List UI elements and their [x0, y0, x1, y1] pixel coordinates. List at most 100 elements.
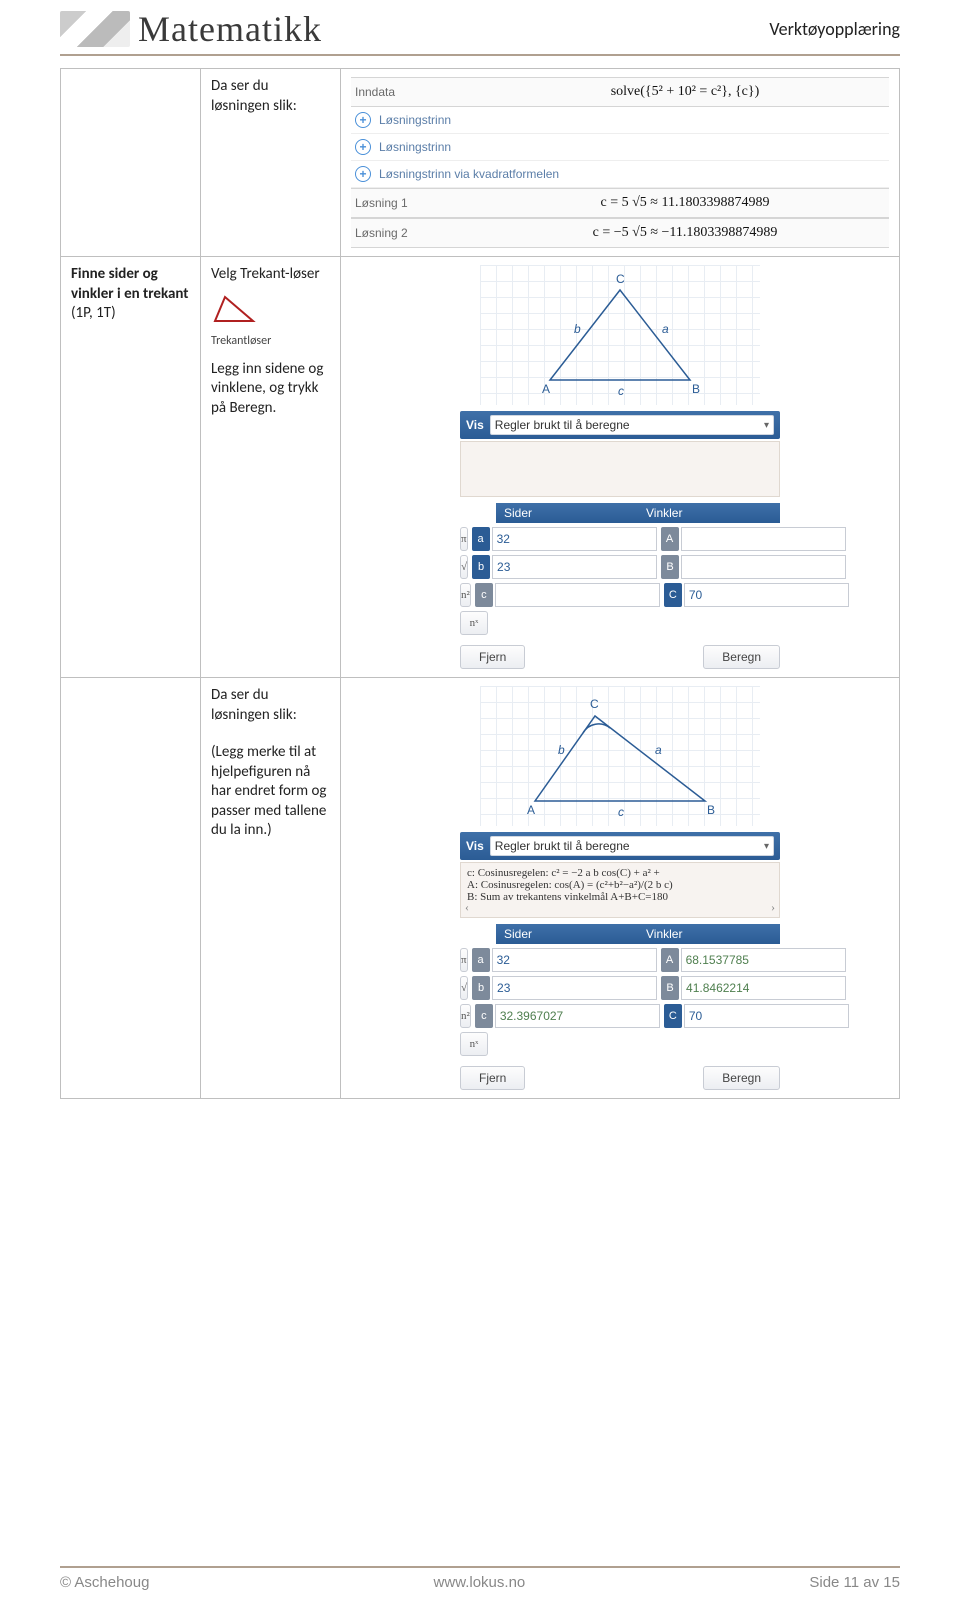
- svg-text:c: c: [618, 805, 624, 819]
- cas-sol1-label: Løsning 1: [355, 196, 475, 210]
- fn-sq-button[interactable]: n²: [460, 583, 471, 607]
- side-a-input[interactable]: [492, 527, 657, 551]
- cas-inndata-formula: solve({5² + 10² = c²}, {c}): [485, 84, 885, 100]
- cas-step-label: Løsningstrinn: [379, 140, 451, 154]
- vis-select-value: Regler brukt til å beregne: [495, 418, 630, 432]
- triangle-solver-icon-box: Trekantløser: [211, 291, 330, 348]
- step-text: Legg inn sidene og vinklene, og trykk på…: [211, 360, 330, 419]
- svg-text:b: b: [558, 743, 565, 757]
- svg-text:b: b: [574, 322, 581, 336]
- brand-logo: Matematikk: [60, 8, 322, 50]
- fn-pi-button[interactable]: π: [460, 527, 468, 551]
- cas-step-row[interactable]: + Løsningstrinn via kvadratformelen: [351, 161, 889, 188]
- fn-pow-button[interactable]: nˣ: [460, 611, 488, 635]
- side-c-input[interactable]: [495, 583, 660, 607]
- fn-pow-button[interactable]: nˣ: [460, 1032, 488, 1056]
- table-row: Da ser du løsningen slik: Inndata solve(…: [61, 69, 900, 257]
- cas-step-row[interactable]: + Løsningstrinn: [351, 107, 889, 134]
- side-a-tag: a: [472, 948, 490, 972]
- calculate-button[interactable]: Beregn: [703, 645, 780, 669]
- task-level: (1P, 1T): [71, 304, 190, 324]
- side-c-tag: c: [475, 1004, 493, 1028]
- brand-text: Matematikk: [138, 8, 322, 50]
- chevron-down-icon: ▾: [764, 420, 769, 431]
- task-title: Finne sider og vinkler i en trekant: [71, 265, 190, 304]
- footer-copyright: © Aschehoug: [60, 1574, 149, 1591]
- angle-C-input[interactable]: [684, 583, 849, 607]
- logo-image: [60, 11, 130, 47]
- fn-sqrt-button[interactable]: √: [460, 976, 468, 1000]
- angle-B-tag: B: [661, 976, 679, 1000]
- angle-A-result[interactable]: [681, 948, 846, 972]
- triangle-panel-result: A B C a b c Vis Regler brukt til å: [460, 686, 780, 1090]
- angle-B-tag: B: [661, 555, 679, 579]
- svg-text:C: C: [590, 697, 599, 711]
- cas-step-row[interactable]: + Løsningstrinn: [351, 134, 889, 161]
- triangle-panel: A B C a b c Vis Regler brukt til å: [460, 265, 780, 669]
- calculate-button[interactable]: Beregn: [703, 1066, 780, 1090]
- angles-header: Vinkler: [638, 503, 780, 523]
- svg-text:A: A: [527, 803, 535, 817]
- vis-row: Vis Regler brukt til å beregne ▾: [460, 832, 780, 860]
- scroll-right-icon[interactable]: ›: [771, 900, 775, 915]
- expand-icon[interactable]: +: [355, 139, 371, 155]
- rules-display: [460, 441, 780, 497]
- vis-select-value: Regler brukt til å beregne: [495, 839, 630, 853]
- triangle-solver-label: Trekantløser: [211, 332, 330, 348]
- angle-A-input[interactable]: [681, 527, 846, 551]
- angle-B-result[interactable]: [681, 976, 846, 1000]
- cas-step-label: Løsningstrinn via kvadratformelen: [379, 167, 559, 181]
- vis-select[interactable]: Regler brukt til å beregne ▾: [490, 415, 774, 435]
- vis-row: Vis Regler brukt til å beregne ▾: [460, 411, 780, 439]
- angle-A-tag: A: [661, 948, 679, 972]
- triangle-solver-icon: [211, 291, 257, 327]
- fn-sqrt-button[interactable]: √: [460, 555, 468, 579]
- page-header: Matematikk Verktøyopplæring: [60, 0, 900, 56]
- step-text: Da ser du løsningen slik:: [211, 77, 330, 116]
- side-b-input[interactable]: [492, 976, 657, 1000]
- angle-C-tag: C: [664, 1004, 682, 1028]
- angle-C-input[interactable]: [684, 1004, 849, 1028]
- rule-line: A: Cosinusregelen: cos(A) = (c²+b²−a²)/(…: [467, 879, 773, 891]
- rules-display-filled: c: Cosinusregelen: c² = −2 a b cos(C) + …: [460, 862, 780, 918]
- angles-header: Vinkler: [638, 924, 780, 944]
- clear-button[interactable]: Fjern: [460, 645, 525, 669]
- svg-text:c: c: [618, 384, 624, 398]
- step-text: Velg Trekant-løser: [211, 265, 330, 285]
- side-b-tag: b: [472, 555, 490, 579]
- expand-icon[interactable]: +: [355, 112, 371, 128]
- rule-line: c: Cosinusregelen: c² = −2 a b cos(C) + …: [467, 867, 773, 879]
- sides-header: Sider: [496, 503, 638, 523]
- vis-select[interactable]: Regler brukt til å beregne ▾: [490, 836, 774, 856]
- scrollbar[interactable]: ‹›: [465, 900, 775, 915]
- instruction-table: Da ser du løsningen slik: Inndata solve(…: [60, 68, 900, 1099]
- triangle-svg: A B C a b c: [480, 265, 760, 405]
- cas-inndata-label: Inndata: [355, 85, 475, 99]
- angle-C-tag: C: [664, 583, 682, 607]
- footer-pagenum: Side 11 av 15: [809, 1574, 900, 1591]
- vis-label: Vis: [466, 418, 484, 432]
- expand-icon[interactable]: +: [355, 166, 371, 182]
- table-row: Finne sider og vinkler i en trekant (1P,…: [61, 257, 900, 678]
- svg-text:a: a: [655, 743, 662, 757]
- svg-text:B: B: [692, 382, 700, 396]
- triangle-canvas-result: A B C a b c: [480, 686, 760, 826]
- sides-header: Sider: [496, 924, 638, 944]
- fn-sq-button[interactable]: n²: [460, 1004, 471, 1028]
- side-a-tag: a: [472, 527, 490, 551]
- fn-pi-button[interactable]: π: [460, 948, 468, 972]
- vis-label: Vis: [466, 839, 484, 853]
- cas-sol2-label: Løsning 2: [355, 226, 475, 240]
- cas-step-label: Løsningstrinn: [379, 113, 451, 127]
- side-c-result[interactable]: [495, 1004, 660, 1028]
- side-b-input[interactable]: [492, 555, 657, 579]
- side-a-input[interactable]: [492, 948, 657, 972]
- scroll-left-icon[interactable]: ‹: [465, 900, 469, 915]
- page-footer: © Aschehoug www.lokus.no Side 11 av 15: [60, 1566, 900, 1591]
- svg-text:A: A: [542, 382, 550, 396]
- clear-button[interactable]: Fjern: [460, 1066, 525, 1090]
- angle-B-input[interactable]: [681, 555, 846, 579]
- svg-text:C: C: [616, 272, 625, 286]
- cas-sol2-value: c = −5 √5 ≈ −11.1803398874989: [485, 225, 885, 241]
- chevron-down-icon: ▾: [764, 841, 769, 852]
